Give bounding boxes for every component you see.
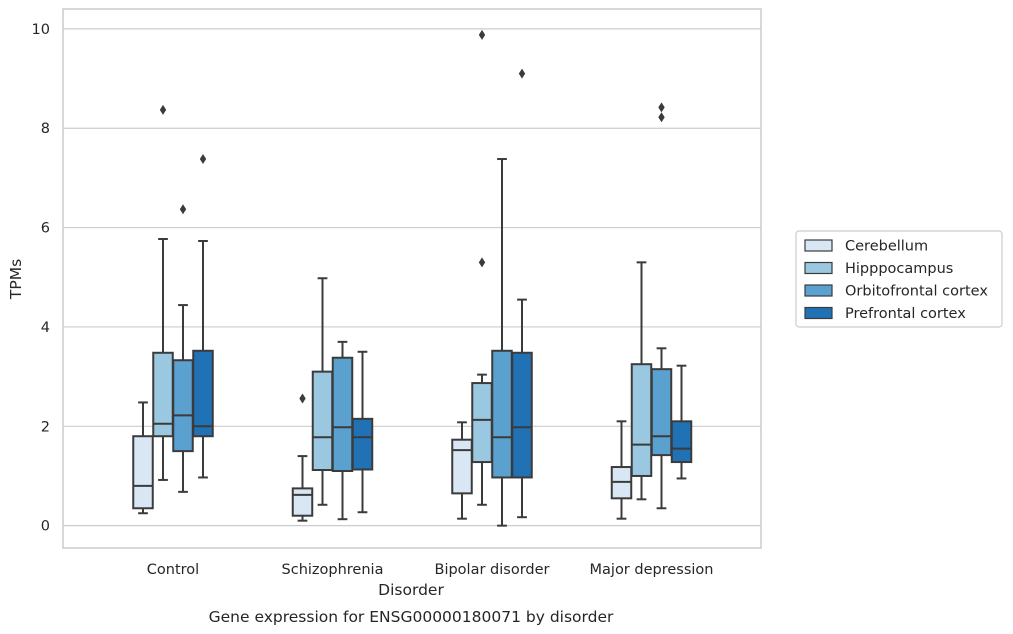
outlier-point	[518, 68, 526, 79]
box-element	[311, 277, 334, 506]
legend: Cerebellum Hipppocampus Orbitofrontal cort…	[795, 230, 1003, 328]
box-iqr	[172, 359, 194, 453]
y-tick-label: 2	[41, 419, 50, 435]
legend-label: Cerebellum	[845, 239, 928, 255]
box-iqr	[132, 435, 154, 510]
legend-item: Orbitofrontal cortex	[804, 284, 988, 300]
outlier-point	[478, 29, 486, 40]
legend-swatch	[804, 261, 833, 275]
box-iqr	[192, 349, 214, 438]
box-iqr	[650, 368, 673, 457]
box-iqr	[491, 349, 513, 479]
y-tick-label: 8	[41, 121, 50, 137]
x-tick-label: Bipolar disorder	[435, 562, 550, 578]
y-tick-label: 6	[41, 221, 50, 237]
box-iqr	[471, 382, 493, 464]
outlier-point	[658, 112, 665, 123]
box-element	[451, 421, 473, 520]
legend-label: Hipppocampus	[845, 261, 953, 277]
box-iqr	[670, 420, 693, 464]
box-iqr	[630, 363, 653, 477]
y-axis-label: TPMs	[7, 259, 25, 300]
outlier-point	[299, 393, 306, 404]
box-element	[291, 393, 314, 522]
box-element	[630, 261, 653, 501]
box-element	[650, 102, 673, 510]
chart-caption: Gene expression for ENSG00000180071 by d…	[209, 608, 614, 626]
legend-label: Prefrontal cortex	[845, 306, 966, 322]
box-iqr	[331, 356, 354, 472]
box-element	[491, 158, 513, 527]
outlier-point	[179, 204, 187, 215]
box-iqr	[511, 351, 533, 479]
x-axis-label: Disorder	[378, 581, 444, 599]
outlier-point	[159, 104, 167, 115]
series-hipppocampus	[152, 29, 653, 506]
legend-label: Orbitofrontal cortex	[845, 284, 988, 300]
box-element	[351, 350, 374, 514]
legend-swatch	[804, 306, 833, 320]
y-tick-label: 0	[41, 519, 50, 535]
box-iqr	[291, 487, 314, 517]
legend-swatch	[804, 284, 833, 297]
box-element	[152, 104, 174, 481]
legend-item: Cerebellum	[804, 239, 928, 255]
box-element	[511, 68, 533, 519]
box-element	[471, 29, 493, 506]
box-element	[670, 364, 693, 480]
legend-swatch	[804, 239, 833, 252]
series-prefrontal-cortex	[192, 68, 693, 519]
box-iqr	[351, 417, 374, 471]
box-iqr	[311, 370, 334, 472]
series-cerebellum	[132, 393, 633, 522]
x-tick-label: Major depression	[590, 562, 714, 578]
box-element	[331, 340, 354, 521]
outlier-point	[478, 257, 486, 268]
box-element	[132, 401, 154, 515]
box-element	[172, 204, 194, 493]
y-axis-ticks: 0 2 4 6 8 10	[32, 22, 50, 535]
box-element	[192, 154, 214, 479]
x-tick-label: Control	[147, 562, 199, 578]
y-tick-label: 10	[32, 22, 50, 38]
plot-frame	[62, 8, 762, 549]
series-orbitofrontal-cortex	[172, 102, 673, 527]
x-axis-ticks: Control Schizophrenia Bipolar disorder Majo…	[147, 562, 714, 578]
box-plot-series	[132, 29, 693, 527]
x-tick-label: Schizophrenia	[282, 562, 384, 578]
box-element	[610, 420, 633, 520]
legend-item: Hipppocampus	[804, 261, 953, 277]
box-iqr	[451, 438, 473, 495]
y-tick-label: 4	[41, 320, 50, 336]
outlier-point	[199, 154, 207, 165]
legend-frame	[795, 230, 1003, 328]
outlier-point	[658, 102, 665, 113]
legend-item: Prefrontal cortex	[804, 306, 966, 322]
